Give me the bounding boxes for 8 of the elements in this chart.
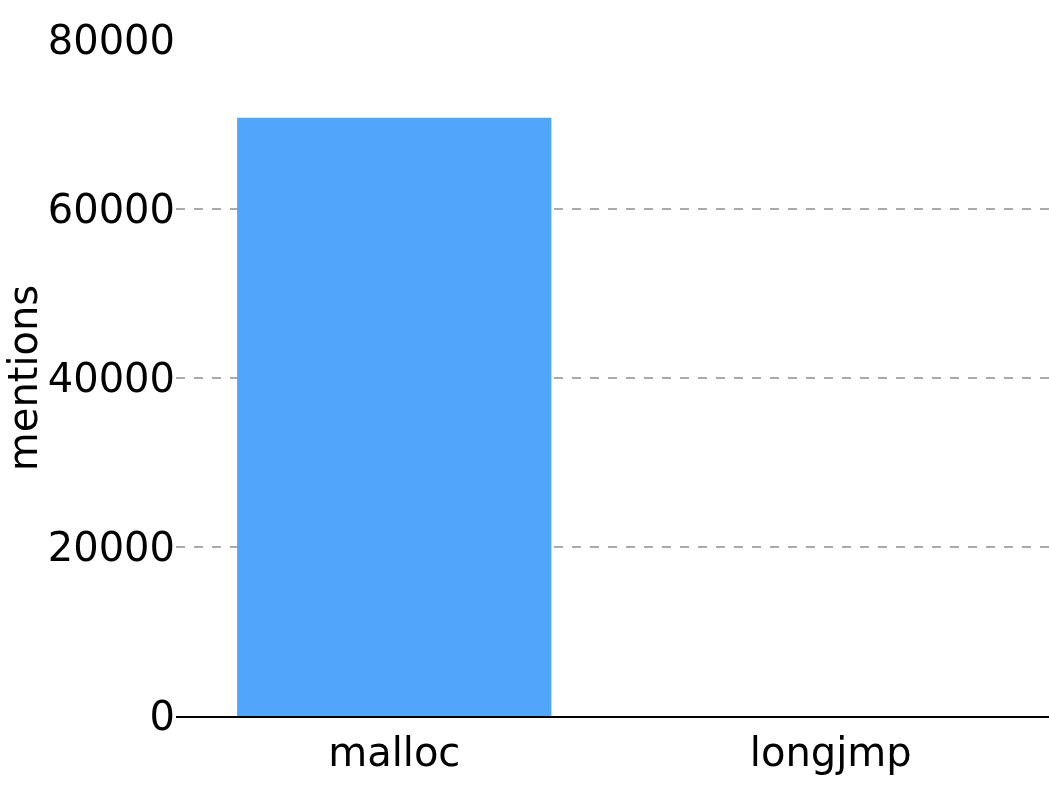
y-tick-label: 20000 (47, 524, 175, 570)
y-tick-label: 0 (149, 693, 175, 739)
x-tick-label: longjmp (749, 729, 912, 775)
y-tick-label: 80000 (47, 17, 175, 63)
y-tick-label: 60000 (47, 186, 175, 232)
y-axis-title: mentions (0, 284, 46, 472)
x-tick-label: malloc (328, 729, 461, 775)
y-tick-label: 40000 (47, 355, 175, 401)
